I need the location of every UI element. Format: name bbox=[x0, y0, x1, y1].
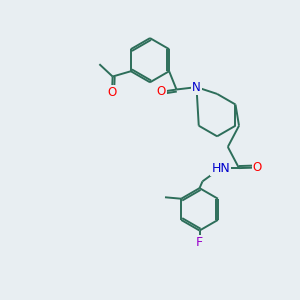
Text: HN: HN bbox=[212, 162, 230, 175]
Text: N: N bbox=[192, 81, 201, 94]
Text: O: O bbox=[253, 161, 262, 174]
Text: F: F bbox=[196, 236, 203, 249]
Text: O: O bbox=[157, 85, 166, 98]
Text: O: O bbox=[107, 86, 117, 99]
